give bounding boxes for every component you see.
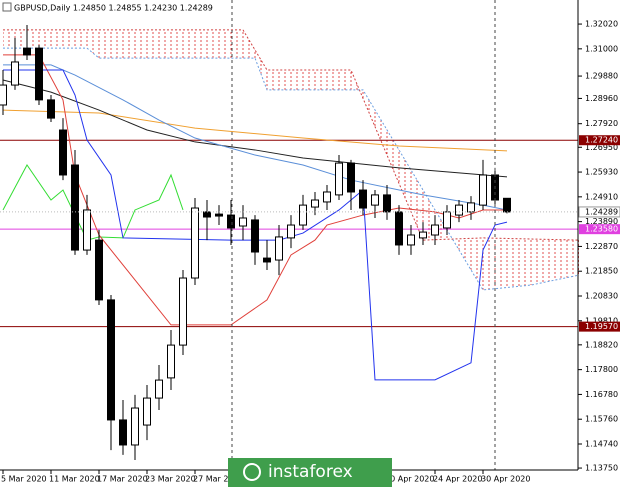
candle-body (503, 197, 511, 213)
y-tick-label: 1.14740 (585, 439, 618, 448)
candle-body (371, 194, 379, 206)
y-tick-label: 1.28960 (585, 94, 618, 103)
candle-body (215, 213, 223, 217)
watermark-bg (228, 458, 392, 487)
candle-body (311, 199, 319, 208)
candle-body (395, 211, 403, 246)
candle-body (299, 204, 307, 226)
candle-body (47, 99, 55, 119)
candle-body (359, 189, 367, 209)
candle-body (107, 299, 115, 421)
y-tick-label: 1.29880 (585, 72, 618, 81)
candle-body (59, 129, 67, 176)
x-tick-label: 5 Mar 2020 (1, 475, 47, 484)
x-tick-label: 30 Apr 2020 (481, 475, 530, 484)
y-tick-label: 1.26950 (585, 143, 618, 152)
level-box (579, 224, 620, 235)
level-label: 1.27240 (585, 136, 618, 145)
candle-body (479, 174, 487, 206)
candle-body (83, 209, 91, 251)
x-tick-label: 17 Mar 2020 (97, 475, 148, 484)
y-tick-label: 1.24910 (585, 192, 618, 201)
indicator-line (2, 109, 508, 152)
last-price-label: 1.24289 (585, 207, 618, 216)
y-tick-label: 1.19810 (585, 316, 618, 325)
y-tick-label: 1.31000 (585, 44, 618, 53)
candle-body (287, 224, 295, 239)
candle-body (383, 194, 391, 213)
y-tick-label: 1.22870 (585, 242, 618, 251)
candle-body (155, 379, 163, 399)
y-tick-label: 1.20830 (585, 291, 618, 300)
candle-body (191, 207, 199, 279)
y-tick-label: 1.13750 (585, 464, 618, 473)
x-tick-label: 27 Mar 2020 (193, 475, 244, 484)
candle-body (275, 236, 283, 261)
candle-body (251, 219, 259, 253)
span-b (3, 47, 580, 291)
candle-body (227, 214, 235, 229)
symbol-icon (2, 2, 12, 12)
y-tick-label: 1.16780 (585, 390, 618, 399)
candle-body (143, 397, 151, 426)
y-tick-label: 1.25930 (585, 168, 618, 177)
candle-body (419, 231, 427, 239)
indicator-line (3, 69, 508, 381)
y-tick-label: 1.21850 (585, 267, 618, 276)
indicator-line (3, 64, 508, 211)
candle-body (347, 162, 355, 193)
x-tick-label: 24 Apr 2020 (433, 475, 482, 484)
y-tick-label: 1.32020 (585, 20, 618, 29)
indicator-line (3, 54, 507, 326)
candle-body (455, 204, 463, 216)
candle-body (119, 419, 127, 446)
watermark-logo (243, 463, 261, 481)
candle-body (443, 211, 451, 229)
candle-body (263, 257, 271, 263)
y-tick-label: 1.15760 (585, 415, 618, 424)
level-label: 1.19570 (585, 322, 618, 331)
chart-title: GBPUSD,Daily 1.24850 1.24855 1.24230 1.2… (14, 4, 213, 13)
candle-body (335, 162, 343, 196)
candle-body (23, 47, 31, 56)
level-box (579, 135, 620, 146)
y-tick-label: 1.18820 (585, 340, 618, 349)
level-box (579, 321, 620, 332)
candle-body (71, 164, 79, 251)
candle-body (323, 191, 331, 203)
candle-body (11, 61, 19, 86)
candle-body (467, 202, 475, 213)
candle-body (131, 407, 139, 446)
candle-body (179, 277, 187, 346)
candle-body (431, 224, 439, 236)
y-tick-label: 1.23890 (585, 217, 618, 226)
x-tick-label: 11 Mar 2020 (49, 475, 100, 484)
y-tick-label: 1.27920 (585, 119, 618, 128)
candle-body (203, 211, 211, 218)
x-tick-label: 20 Apr 2020 (385, 475, 434, 484)
candle-body (167, 344, 175, 379)
watermark: instaforex (268, 462, 353, 482)
y-tick-label: 1.17800 (585, 365, 618, 374)
candle-body (239, 217, 247, 227)
x-tick-label: 23 Mar 2020 (145, 475, 196, 484)
candle-body (35, 47, 43, 101)
candle-body (407, 234, 415, 246)
candle-body (0, 84, 7, 106)
level-label: 1.23580 (585, 225, 618, 234)
last-price-box (578, 206, 620, 218)
candle-body (95, 239, 103, 301)
indicator-line (2, 79, 508, 178)
